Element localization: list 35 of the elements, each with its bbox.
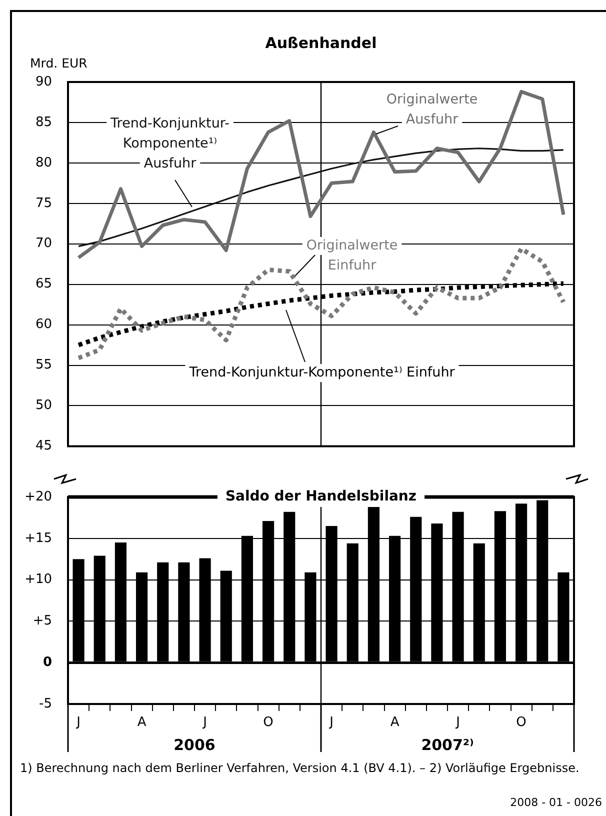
series-label: Originalwerte Einfuhr bbox=[306, 238, 398, 274]
x-tick-label: O bbox=[263, 715, 274, 730]
y-tick-label: +5 bbox=[32, 614, 52, 629]
text: 2008 - 01 - 0026 bbox=[510, 796, 602, 809]
series-label: Trend-Konjunktur-Komponente¹⁾ Ausfuhr bbox=[110, 116, 230, 172]
y-tick-label: +20 bbox=[24, 489, 52, 504]
y-tick-label: 55 bbox=[35, 358, 52, 373]
y-tick-label: 0 bbox=[42, 654, 52, 670]
y-axis-title: Mrd. EUR bbox=[30, 55, 88, 70]
x-tick-label: J bbox=[76, 715, 80, 730]
x-tick-label: J bbox=[328, 715, 334, 730]
text: 2006 bbox=[174, 736, 216, 754]
series-label: Originalwerte Ausfuhr bbox=[386, 92, 478, 128]
y-tick-label: 85 bbox=[35, 114, 52, 130]
x-tick-label: J bbox=[202, 715, 207, 730]
text: 2007²⁾ bbox=[421, 736, 474, 754]
x-tick-label: J bbox=[455, 715, 460, 730]
y-tick-label: 90 bbox=[35, 74, 52, 90]
chart-title: Außenhandel bbox=[265, 34, 377, 52]
y-tick-label: 60 bbox=[35, 317, 52, 332]
y-tick-label: 80 bbox=[35, 155, 52, 170]
text: Trend-Konjunktur-Komponente¹⁾ Einfuhr bbox=[188, 364, 456, 380]
y-tick-label: 45 bbox=[35, 438, 52, 454]
y-tick-label: +10 bbox=[24, 572, 52, 588]
text: 1) Berechnung nach dem Berliner Verfahren, Version 4.1 (BV 4.1). – 2) Vorläufige Ergebnisse. bbox=[20, 760, 580, 776]
x-tick-label: A bbox=[137, 715, 146, 730]
y-tick-label: 75 bbox=[35, 196, 52, 211]
y-tick-label: 65 bbox=[35, 276, 52, 292]
y-tick-label: -5 bbox=[39, 696, 52, 712]
x-tick-label: A bbox=[390, 715, 400, 730]
y-tick-label: 50 bbox=[35, 398, 52, 414]
y-tick-label: 70 bbox=[35, 236, 52, 252]
y-tick-label: +15 bbox=[24, 530, 52, 546]
chart-title: Saldo der Handelsbilanz bbox=[225, 488, 417, 505]
x-tick-label: O bbox=[516, 715, 526, 730]
